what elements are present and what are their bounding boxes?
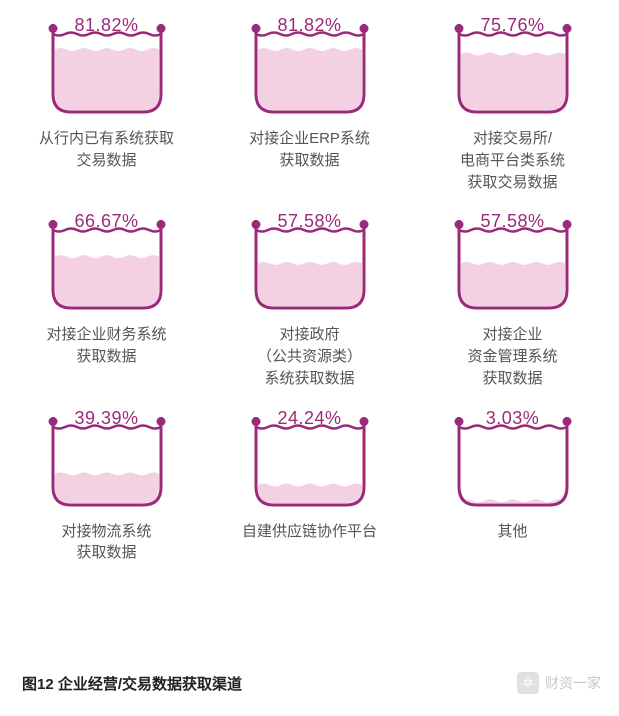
chart-item: 66.67% 对接企业财务系统 获取数据 bbox=[20, 211, 193, 389]
item-label: 自建供应链协作平台 bbox=[242, 521, 377, 543]
wechat-icon: ✲ bbox=[517, 672, 539, 694]
item-label: 对接企业 资金管理系统 获取数据 bbox=[467, 324, 557, 389]
vessel-icon bbox=[240, 12, 380, 122]
chart-item: 81.82% 对接企业ERP系统 获取数据 bbox=[223, 15, 396, 193]
item-label: 对接交易所/ 电商平台类系统 获取交易数据 bbox=[460, 128, 565, 193]
vessel-icon bbox=[443, 12, 583, 122]
chart-item: 24.24% 自建供应链协作平台 bbox=[223, 408, 396, 565]
chart-item: 3.03% 其他 bbox=[426, 408, 599, 565]
item-label: 对接企业财务系统 获取数据 bbox=[46, 324, 166, 368]
chart-item: 57.58% 对接政府 （公共资源类） 系统获取数据 bbox=[223, 211, 396, 389]
chart-item: 39.39% 对接物流系统 获取数据 bbox=[20, 408, 193, 565]
infographic-grid: 81.82% 从行内已有系统获取 交易数据81.82% 对接企业ERP系统 获取… bbox=[0, 0, 619, 564]
vessel-icon bbox=[37, 208, 177, 318]
chart-item: 81.82% 从行内已有系统获取 交易数据 bbox=[20, 15, 193, 193]
figure-caption: 图12 企业经营/交易数据获取渠道 bbox=[22, 673, 242, 694]
chart-item: 57.58% 对接企业 资金管理系统 获取数据 bbox=[426, 211, 599, 389]
vessel-icon bbox=[443, 405, 583, 515]
vessel-icon bbox=[443, 208, 583, 318]
item-label: 从行内已有系统获取 交易数据 bbox=[39, 128, 174, 172]
vessel-icon bbox=[37, 405, 177, 515]
vessel-icon bbox=[240, 208, 380, 318]
item-label: 其他 bbox=[497, 521, 527, 543]
vessel-icon bbox=[37, 12, 177, 122]
item-label: 对接政府 （公共资源类） 系统获取数据 bbox=[257, 324, 362, 389]
item-label: 对接物流系统 获取数据 bbox=[61, 521, 151, 565]
vessel-icon bbox=[240, 405, 380, 515]
chart-item: 75.76% 对接交易所/ 电商平台类系统 获取交易数据 bbox=[426, 15, 599, 193]
item-label: 对接企业ERP系统 获取数据 bbox=[249, 128, 370, 172]
watermark: ✲ 财资一家 bbox=[517, 672, 601, 694]
watermark-text: 财资一家 bbox=[545, 673, 601, 693]
